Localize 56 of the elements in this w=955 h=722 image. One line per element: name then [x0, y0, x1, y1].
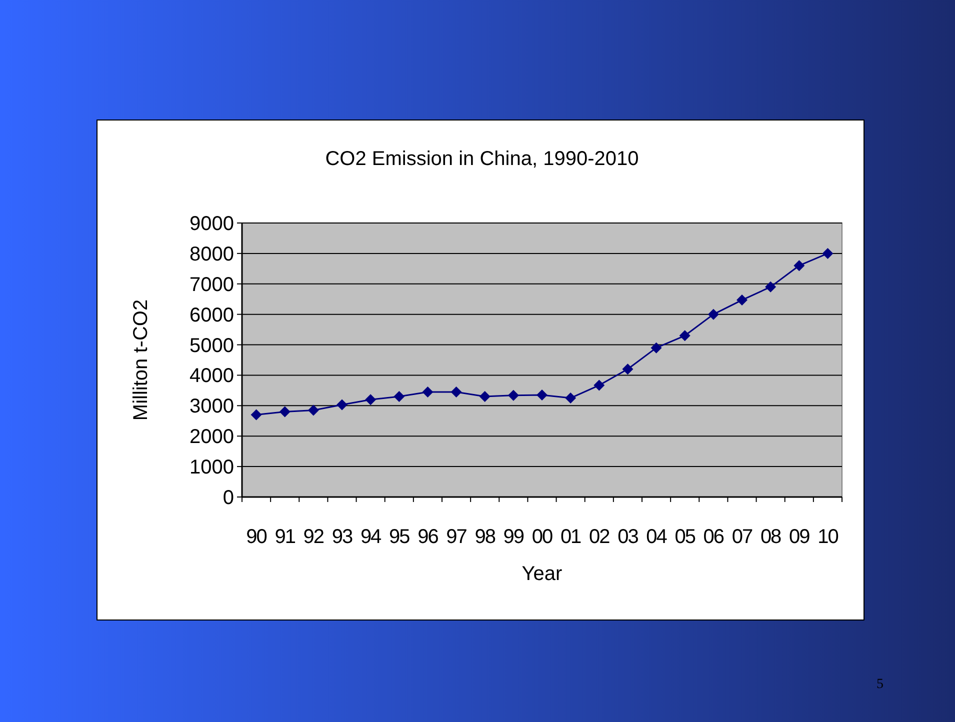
x-tick-label: 98	[474, 526, 496, 548]
x-tick-label: 08	[760, 526, 782, 548]
x-tick-label: 10	[818, 526, 839, 548]
x-tick-label: 95	[389, 526, 410, 548]
point	[594, 380, 605, 391]
y-tick-label: 3000	[190, 396, 234, 418]
point	[822, 248, 834, 259]
point	[508, 390, 519, 401]
point	[794, 260, 805, 272]
x-tick-label: 97	[446, 526, 468, 548]
point	[450, 386, 462, 398]
x-tick-label: 05	[674, 526, 696, 548]
x-tick-label: 93	[332, 526, 353, 548]
y-tick-label: 5000	[190, 334, 234, 357]
y-tick-label: 8000	[190, 243, 234, 266]
x-tick-label: 00	[532, 526, 553, 548]
x-tick-label: 03	[618, 526, 639, 548]
y-tick-label: 6000	[190, 304, 234, 326]
point	[679, 330, 690, 342]
y-tick-label: 7000	[190, 274, 234, 296]
y-tick-label: 9000	[190, 213, 234, 235]
point	[565, 392, 576, 404]
x-tick-label: 06	[703, 526, 724, 548]
x-tick-label: 01	[560, 526, 582, 548]
y-axis-title: Milliton t-CO2	[130, 299, 152, 421]
point	[422, 386, 434, 398]
x-tick-label: 92	[303, 526, 324, 548]
point	[250, 409, 262, 420]
x-tick-label: 04	[646, 526, 668, 548]
text: 5	[876, 677, 884, 692]
point	[394, 391, 405, 402]
x-axis-title: Year	[522, 563, 563, 585]
x-tick-label: 09	[789, 526, 810, 548]
point	[765, 281, 776, 292]
x-tick-label: 96	[418, 526, 439, 548]
y-tick-label: 0	[222, 487, 234, 509]
point	[736, 294, 748, 306]
point	[336, 399, 348, 410]
x-tick-label: 90	[246, 526, 268, 548]
point	[622, 364, 634, 375]
point	[708, 308, 719, 320]
y-tick-label: 2000	[190, 426, 234, 448]
x-tick-label: 02	[589, 526, 610, 548]
x-tick-label: 91	[274, 526, 296, 548]
y-tick-label: 1000	[190, 456, 234, 479]
chart-title: CO2 Emission in China, 1990-2010	[325, 148, 639, 170]
x-tick-label: 99	[503, 526, 524, 548]
point	[279, 406, 290, 418]
point	[536, 390, 548, 401]
point	[308, 404, 319, 416]
y-tick-label: 4000	[190, 365, 234, 388]
point	[365, 394, 376, 406]
point	[650, 342, 662, 354]
x-tick-label: 07	[732, 526, 753, 548]
x-tick-label: 94	[360, 526, 382, 548]
point	[479, 391, 490, 402]
